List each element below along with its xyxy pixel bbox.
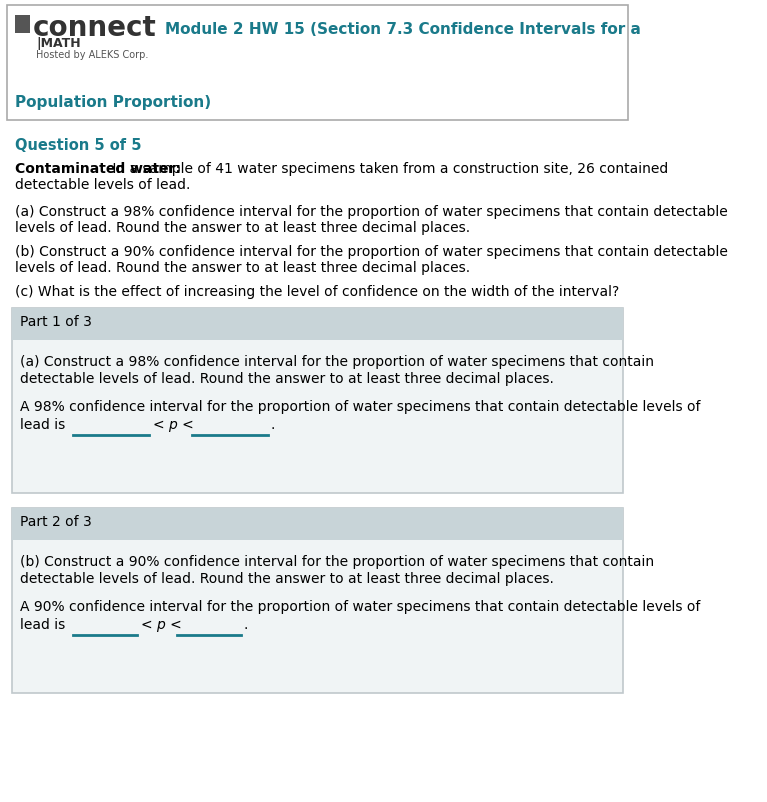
Text: (c) What is the effect of increasing the level of confidence on the width of the: (c) What is the effect of increasing the…: [15, 285, 619, 299]
Text: Module 2 HW 15 (Section 7.3 Confidence Intervals for a: Module 2 HW 15 (Section 7.3 Confidence I…: [166, 22, 641, 37]
Bar: [12, 508, 623, 693]
Text: detectable levels of lead.: detectable levels of lead.: [15, 178, 190, 192]
Bar: [12, 308, 623, 340]
Text: < p <: < p <: [140, 618, 182, 632]
Text: (a) Construct a 98% confidence interval for the proportion of water specimens th: (a) Construct a 98% confidence interval …: [20, 355, 653, 369]
Text: Part 1 of 3: Part 1 of 3: [20, 315, 92, 329]
Text: Question 5 of 5: Question 5 of 5: [15, 138, 141, 153]
Text: Contaminated water:: Contaminated water:: [15, 162, 181, 176]
Text: A 98% confidence interval for the proportion of water specimens that contain det: A 98% confidence interval for the propor…: [20, 400, 700, 414]
Text: connect: connect: [33, 14, 156, 42]
Bar: [12, 508, 623, 540]
Text: < p <: < p <: [153, 418, 194, 432]
Bar: [12, 308, 623, 493]
Text: detectable levels of lead. Round the answer to at least three decimal places.: detectable levels of lead. Round the ans…: [20, 572, 554, 586]
Text: (b) Construct a 90% confidence interval for the proportion of water specimens th: (b) Construct a 90% confidence interval …: [15, 245, 728, 275]
Bar: [15, 15, 30, 33]
Text: A 90% confidence interval for the proportion of water specimens that contain det: A 90% confidence interval for the propor…: [20, 600, 700, 614]
Text: Hosted by ALEKS Corp.: Hosted by ALEKS Corp.: [36, 50, 149, 60]
Text: (b) Construct a 90% confidence interval for the proportion of water specimens th: (b) Construct a 90% confidence interval …: [20, 555, 654, 569]
Text: detectable levels of lead. Round the answer to at least three decimal places.: detectable levels of lead. Round the ans…: [20, 372, 554, 386]
Text: |MATH: |MATH: [36, 37, 81, 50]
Bar: [7, 5, 628, 120]
Text: Part 2 of 3: Part 2 of 3: [20, 515, 91, 529]
Text: lead is: lead is: [20, 418, 65, 432]
Text: In a sample of 41 water specimens taken from a construction site, 26 contained: In a sample of 41 water specimens taken …: [107, 162, 668, 176]
Text: (a) Construct a 98% confidence interval for the proportion of water specimens th: (a) Construct a 98% confidence interval …: [15, 205, 728, 235]
Text: .: .: [243, 618, 248, 632]
Text: Population Proportion): Population Proportion): [15, 95, 211, 110]
Text: .: .: [271, 418, 275, 432]
Text: lead is: lead is: [20, 618, 65, 632]
